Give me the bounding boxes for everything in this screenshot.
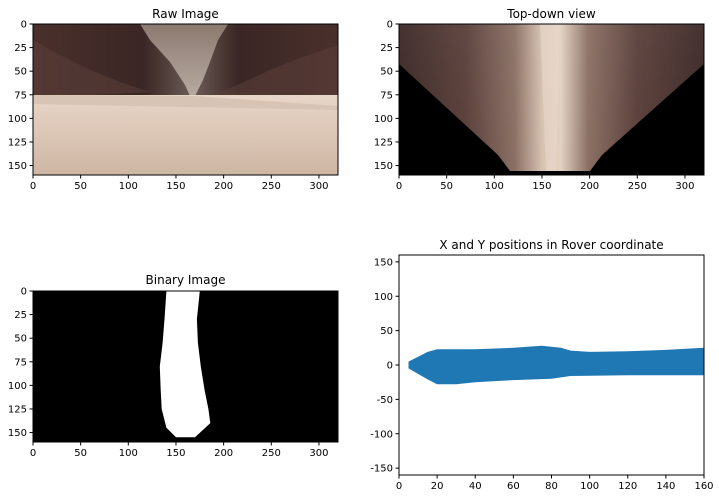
y-tick-label: 125 <box>374 137 393 148</box>
x-tick-label: 150 <box>532 181 551 192</box>
panel-rover-coordinates: X and Y positions in Rover coordinate 0 2… <box>370 238 713 492</box>
panel-title: Top-down view <box>506 7 596 21</box>
axes-frame <box>32 23 339 176</box>
x-tick-label: 300 <box>675 181 694 192</box>
y-tick-label: 25 <box>14 310 27 321</box>
x-tick-label: 150 <box>166 181 185 192</box>
y-tick-label: -100 <box>370 429 393 440</box>
x-ticks: 0 50 100 150 200 250 300 <box>30 175 328 192</box>
x-tick-label: 40 <box>469 481 482 492</box>
x-tick-label: 300 <box>309 448 328 459</box>
x-tick-label: 100 <box>485 181 504 192</box>
y-ticks: 0 25 50 75 100 125 150 <box>8 287 33 439</box>
x-tick-label: 80 <box>545 481 558 492</box>
y-tick-label: 100 <box>374 292 393 303</box>
y-tick-label: 100 <box>8 381 27 392</box>
panel-raw-image: Raw Image 0 50 100 150 200 250 300 0 25 50 75 100 1… <box>8 7 339 192</box>
x-tick-label: 60 <box>507 481 520 492</box>
x-tick-label: 150 <box>166 448 185 459</box>
thresholded-image <box>33 291 338 442</box>
x-tick-label: 100 <box>580 481 599 492</box>
y-tick-label: 125 <box>8 137 27 148</box>
x-tick-label: 200 <box>214 448 233 459</box>
y-tick-label: 0 <box>387 361 393 372</box>
y-tick-label: 25 <box>380 43 393 54</box>
y-ticks: 150 100 50 0 -50 -100 -150 <box>370 257 399 475</box>
panel-title: Raw Image <box>152 7 219 21</box>
x-tick-label: 300 <box>309 181 328 192</box>
y-tick-label: 75 <box>14 357 27 368</box>
y-tick-label: 100 <box>8 114 27 125</box>
x-tick-label: 120 <box>618 481 637 492</box>
y-tick-label: 50 <box>380 326 393 337</box>
y-tick-label: 50 <box>14 67 27 78</box>
x-tick-label: 0 <box>30 448 36 459</box>
x-tick-label: 20 <box>431 481 444 492</box>
y-ticks: 0 25 50 75 100 125 150 <box>374 20 399 172</box>
panel-title: Binary Image <box>146 273 226 287</box>
y-tick-label: 0 <box>21 287 27 298</box>
y-tick-label: 150 <box>374 161 393 172</box>
y-tick-label: 50 <box>14 334 27 345</box>
x-tick-label: 200 <box>580 181 599 192</box>
y-tick-label: 150 <box>8 428 27 439</box>
warped-image <box>399 24 704 175</box>
x-tick-label: 50 <box>440 181 453 192</box>
x-tick-label: 100 <box>119 181 138 192</box>
raw-camera-image <box>33 24 338 175</box>
panel-top-down-view: Top-down view 0 50 100 150 200 250 300 0 25 50 75… <box>374 7 705 192</box>
x-tick-label: 50 <box>74 181 87 192</box>
x-tick-label: 0 <box>30 181 36 192</box>
y-tick-label: 125 <box>8 404 27 415</box>
x-tick-label: 250 <box>628 181 647 192</box>
y-tick-label: 100 <box>374 114 393 125</box>
x-tick-label: 250 <box>262 448 281 459</box>
x-ticks: 0 50 100 150 200 250 300 <box>30 442 328 459</box>
y-tick-label: 150 <box>8 161 27 172</box>
axes-frame <box>32 290 339 443</box>
y-tick-label: 25 <box>14 43 27 54</box>
x-ticks: 0 50 100 150 200 250 300 <box>396 175 694 192</box>
y-tick-label: 0 <box>387 20 393 31</box>
x-tick-label: 100 <box>119 448 138 459</box>
panel-binary-image: Binary Image 0 50 100 150 200 250 300 0 25 50 75 1… <box>8 273 339 459</box>
y-tick-label: 75 <box>380 90 393 101</box>
scatter-area <box>408 345 704 385</box>
y-tick-label: 0 <box>21 20 27 31</box>
y-ticks: 0 25 50 75 100 125 150 <box>8 20 33 172</box>
x-tick-label: 0 <box>396 481 402 492</box>
y-tick-label: 150 <box>374 257 393 268</box>
axes-frame <box>398 23 705 176</box>
y-tick-label: -150 <box>370 464 393 475</box>
x-tick-label: 250 <box>262 181 281 192</box>
panel-title: X and Y positions in Rover coordinate <box>439 238 663 252</box>
x-tick-label: 0 <box>396 181 402 192</box>
x-tick-label: 140 <box>656 481 675 492</box>
x-tick-label: 50 <box>74 448 87 459</box>
scatter-points <box>408 345 704 385</box>
y-tick-label: 75 <box>14 90 27 101</box>
y-tick-label: 50 <box>380 67 393 78</box>
y-tick-label: -50 <box>377 395 393 406</box>
x-tick-label: 160 <box>694 481 713 492</box>
x-ticks: 0 20 40 60 80 100 120 140 160 <box>396 475 714 492</box>
x-tick-label: 200 <box>214 181 233 192</box>
